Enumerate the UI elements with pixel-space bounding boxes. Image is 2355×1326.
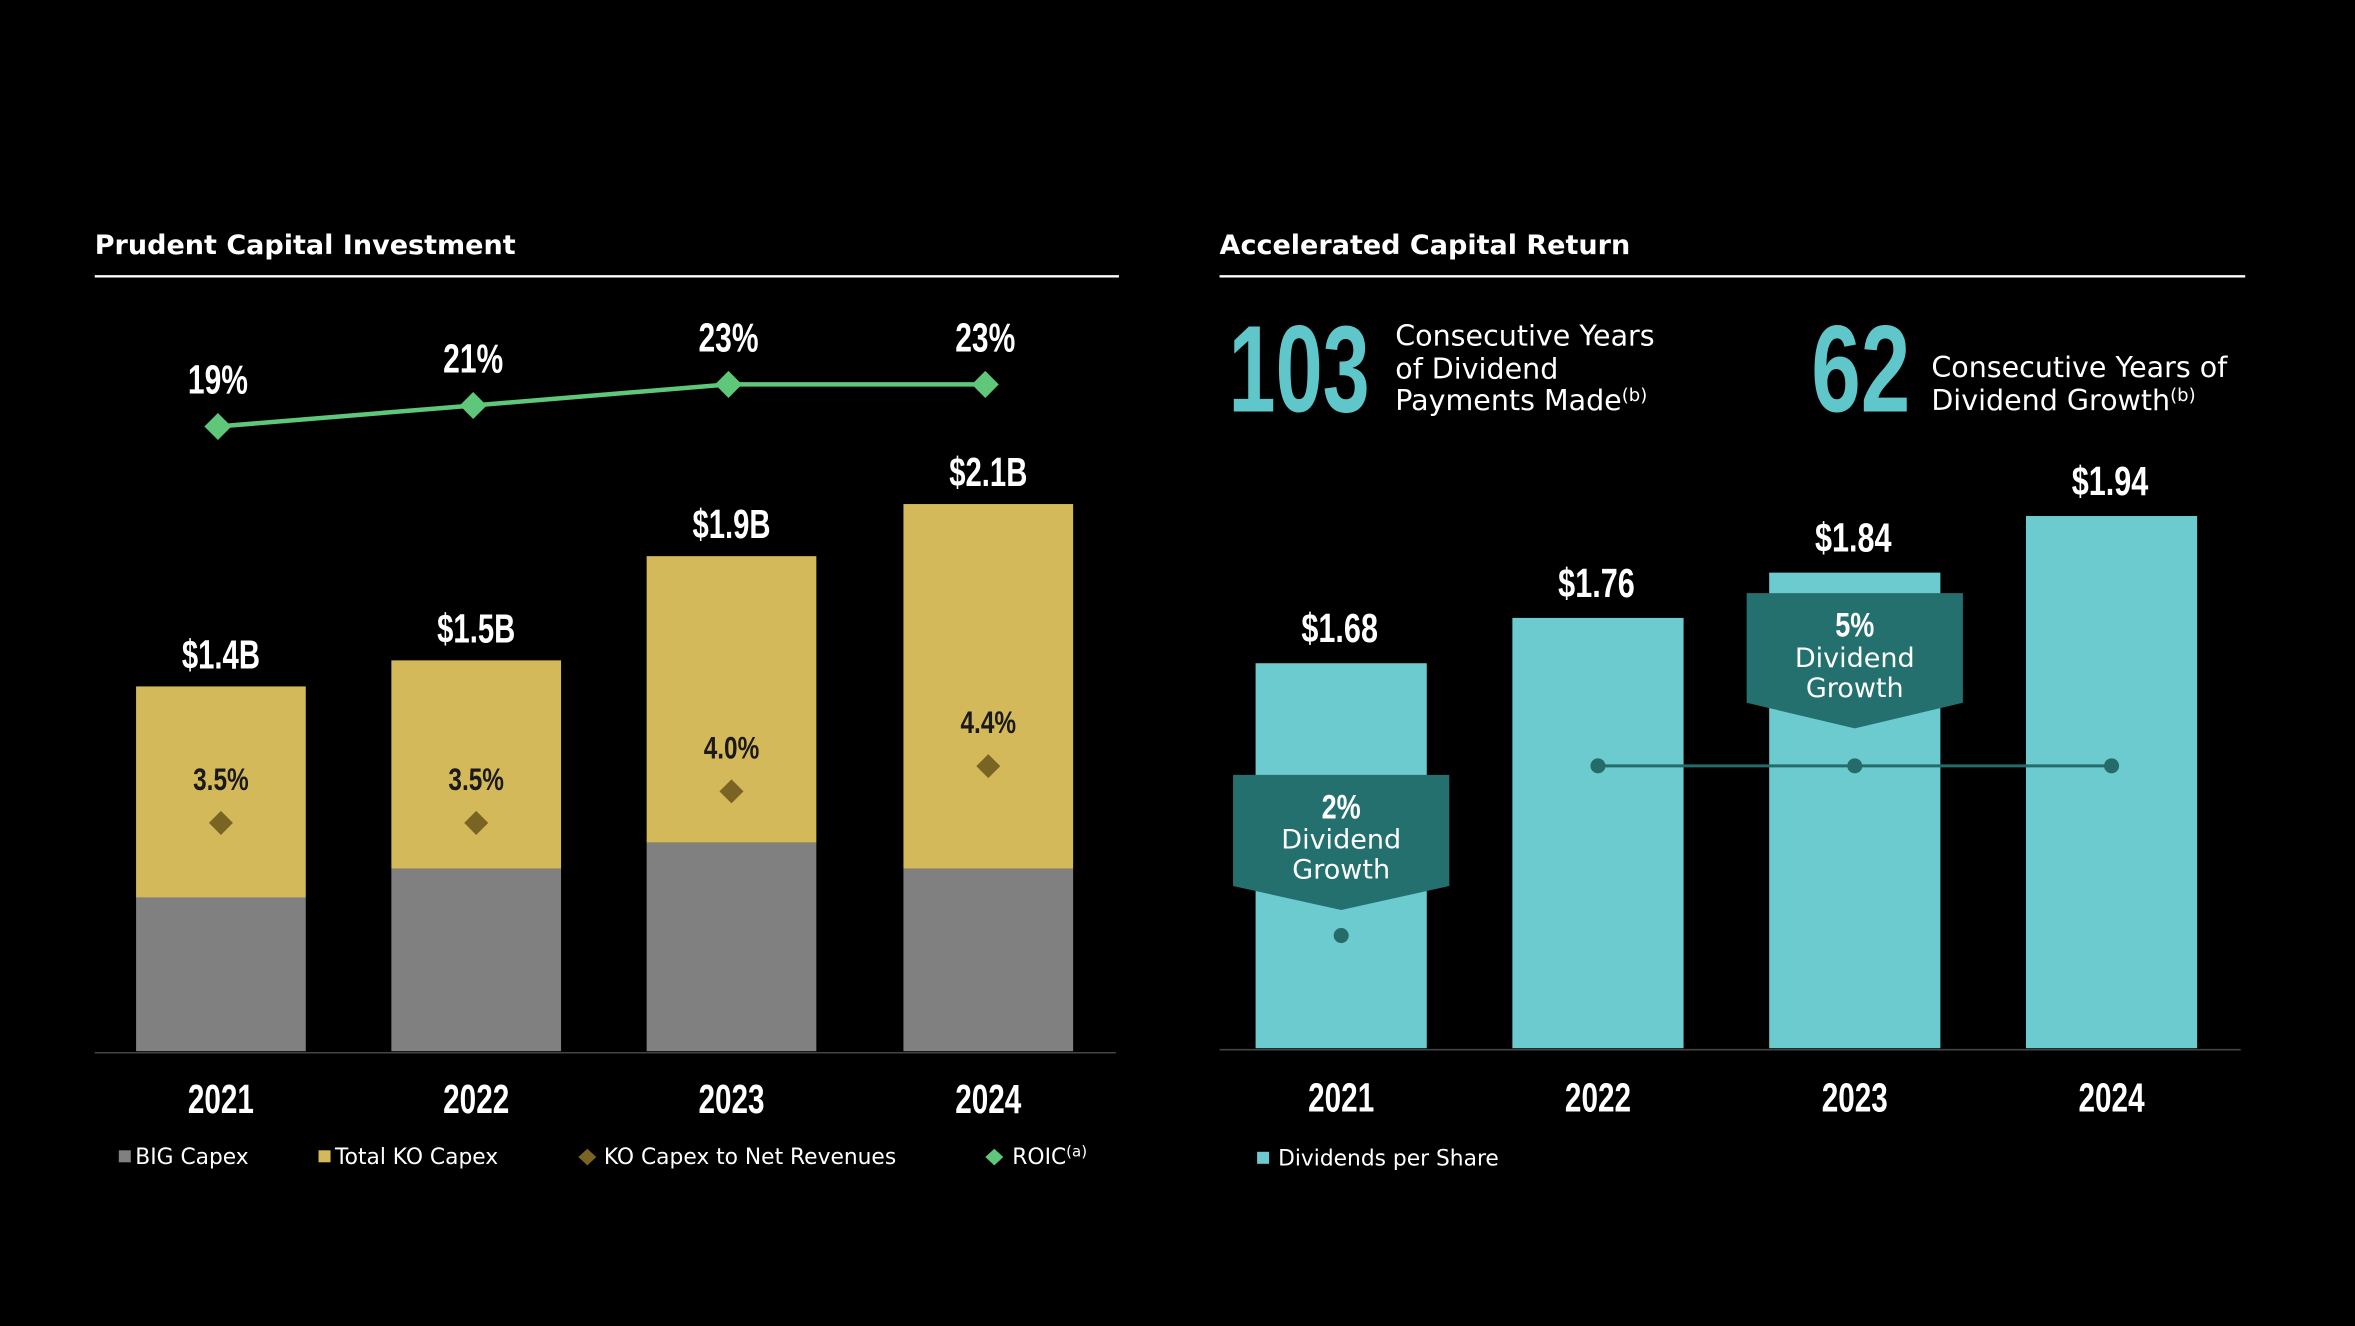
- bar-label-total: $1.9B: [692, 501, 770, 547]
- callout-pct: 5%: [1835, 607, 1874, 645]
- callout-text: Growth: [1806, 673, 1904, 704]
- bar-big-capex-2024: [903, 868, 1074, 1052]
- ko-capex-ratio-label: 3.5%: [448, 761, 504, 797]
- stat-62-value: 62: [1811, 301, 1910, 438]
- stat-62-line: Consecutive Years of: [1931, 351, 2228, 384]
- growth-dot: [1847, 758, 1863, 774]
- roic-marker: [971, 370, 999, 398]
- roic-label: 23%: [955, 314, 1015, 360]
- roic-label: 21%: [443, 335, 503, 381]
- x-tick-label: 2024: [2079, 1074, 2145, 1120]
- callout-text: Dividend: [1281, 824, 1401, 855]
- bar-label-dividend: $1.68: [1301, 605, 1378, 651]
- roic-label: 23%: [698, 314, 758, 360]
- roic-line: [217, 382, 986, 429]
- bar-label-dividend: $1.94: [2072, 458, 2149, 504]
- legend-roic-diamond-icon: [985, 1148, 1004, 1166]
- legend-roic: ROIC(a): [1012, 1142, 1087, 1170]
- stat-103-line: Consecutive Years: [1395, 319, 1654, 352]
- stat-103-value: 103: [1229, 301, 1370, 438]
- stat-62-line: Dividend Growth(b): [1931, 384, 2195, 417]
- bar-dividends-2022: [1512, 617, 1684, 1049]
- right-legend: Dividends per Share: [1257, 1146, 1499, 1171]
- x-tick-label: 2023: [698, 1076, 764, 1122]
- bar-label-dividend: $1.76: [1558, 560, 1635, 606]
- dividend-growth-callout: [1746, 593, 1963, 729]
- callout-text: Dividend: [1795, 643, 1915, 674]
- roic-marker: [459, 391, 487, 419]
- stat-103: 103 Consecutive Years of Dividend Paymen…: [1229, 301, 1655, 438]
- legend-ko-capex-net-revenues: KO Capex to Net Revenues: [604, 1145, 896, 1170]
- x-tick-label: 2021: [188, 1076, 254, 1122]
- x-tick-label: 2022: [1565, 1074, 1631, 1120]
- legend-swatch-dividends: [1257, 1151, 1270, 1164]
- bar-label-total: $1.5B: [437, 605, 515, 651]
- stat-103-line: Payments Made(b): [1395, 384, 1647, 417]
- roic-marker: [714, 370, 743, 398]
- ko-capex-ratio-marker: [976, 754, 1001, 779]
- bar-label-total: $2.1B: [949, 449, 1027, 495]
- bar-label-total: $1.4B: [182, 631, 260, 677]
- growth-dot: [2104, 758, 2120, 774]
- callout-pct: 2%: [1322, 788, 1361, 826]
- bar-big-capex-2023: [646, 842, 817, 1052]
- ko-capex-ratio-label: 4.4%: [961, 704, 1017, 740]
- bar-dividends-2024: [2025, 516, 2198, 1049]
- x-tick-label: 2023: [1822, 1074, 1888, 1120]
- legend-diamond-icon: [578, 1148, 597, 1166]
- left-chart-title: Prudent Capital Investment: [95, 230, 516, 261]
- bar-big-capex-2021: [136, 897, 306, 1052]
- bar-total-ko-capex-2024: [903, 504, 1074, 869]
- growth-dot: [1333, 928, 1349, 944]
- bar-big-capex-2022: [391, 868, 562, 1052]
- legend-big-capex: BIG Capex: [135, 1145, 248, 1170]
- legend-swatch-big-capex: [118, 1150, 131, 1163]
- x-tick-label: 2021: [1308, 1074, 1374, 1120]
- legend-swatch-total-ko-capex: [318, 1150, 331, 1163]
- stat-62: 62 Consecutive Years of Dividend Growth(…: [1811, 301, 2228, 438]
- legend-total-ko-capex: Total KO Capex: [334, 1145, 498, 1170]
- left-legend: BIG Capex Total KO Capex KO Capex to Net…: [118, 1142, 1087, 1170]
- dividend-growth-callout: [1233, 774, 1450, 911]
- growth-dot: [1590, 758, 1606, 774]
- stat-103-line: of Dividend: [1395, 352, 1558, 385]
- x-tick-label: 2022: [443, 1076, 509, 1122]
- legend-dividends-per-share: Dividends per Share: [1278, 1146, 1499, 1171]
- x-tick-label: 2024: [955, 1076, 1021, 1122]
- ko-capex-ratio-label: 4.0%: [704, 729, 760, 765]
- callout-text: Growth: [1292, 854, 1390, 885]
- roic-marker: [204, 412, 232, 440]
- right-chart-title: Accelerated Capital Return: [1220, 230, 1631, 261]
- bar-total-ko-capex-2021: [136, 686, 306, 898]
- bar-label-dividend: $1.84: [1815, 515, 1892, 561]
- roic-label: 19%: [188, 356, 248, 402]
- ko-capex-ratio-label: 3.5%: [193, 761, 249, 797]
